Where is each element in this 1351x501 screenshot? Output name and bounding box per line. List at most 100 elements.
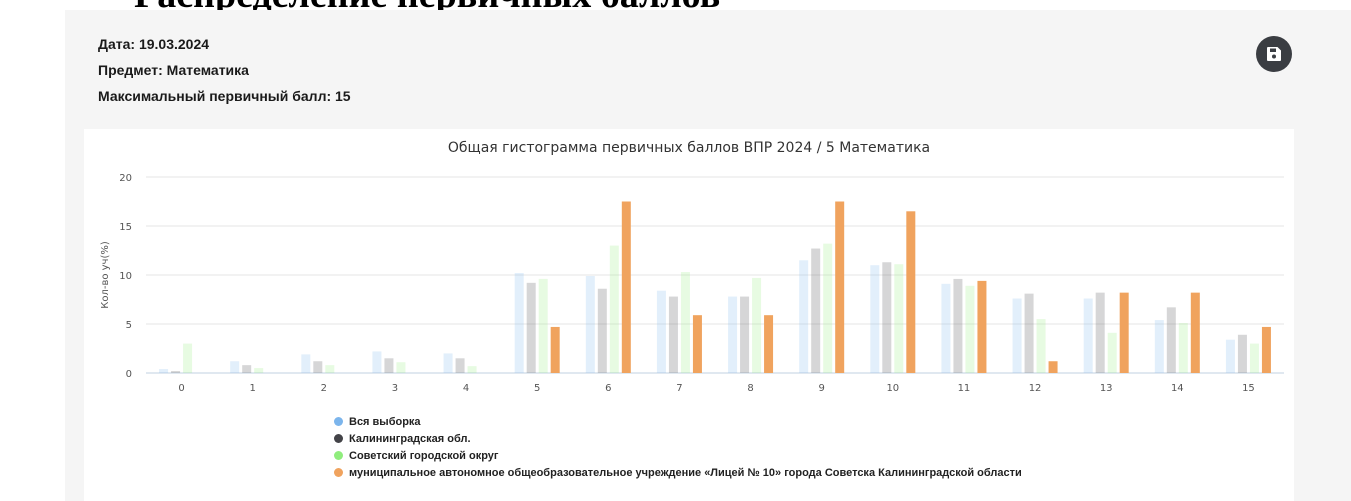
bar[interactable]	[1083, 298, 1093, 373]
x-tick-label: 10	[886, 383, 899, 394]
bar[interactable]	[764, 315, 774, 373]
bar[interactable]	[455, 358, 465, 373]
bar[interactable]	[1107, 332, 1117, 373]
legend-label: Вся выборка	[349, 415, 421, 428]
bar[interactable]	[242, 365, 252, 373]
bar[interactable]	[372, 351, 382, 373]
bar[interactable]	[870, 265, 880, 373]
legend-marker	[334, 451, 343, 460]
save-button[interactable]	[1256, 36, 1292, 72]
bar[interactable]	[668, 296, 678, 373]
max-score-label: Максимальный первичный балл: 15	[98, 88, 351, 104]
bar[interactable]	[550, 326, 560, 373]
x-tick-label: 12	[1029, 383, 1042, 394]
y-tick-label: 0	[126, 369, 132, 380]
x-tick-label: 0	[178, 383, 184, 394]
bar[interactable]	[313, 361, 323, 373]
bar[interactable]	[443, 353, 453, 373]
legend-label: Советский городской округ	[349, 449, 499, 462]
bar[interactable]	[965, 285, 975, 373]
bar[interactable]	[171, 371, 181, 373]
y-tick-label: 20	[119, 173, 132, 184]
bar[interactable]	[1036, 319, 1046, 373]
bar[interactable]	[1190, 292, 1200, 373]
bar[interactable]	[906, 211, 916, 373]
bar[interactable]	[538, 278, 548, 373]
grid-layer: 0 5 10 15 20	[119, 173, 1284, 380]
y-tick-label: 10	[119, 271, 132, 282]
bar[interactable]	[680, 272, 690, 373]
bar[interactable]	[811, 248, 821, 373]
bars-layer	[159, 201, 1271, 374]
legend-item[interactable]: муниципальное автономное общеобразовател…	[334, 464, 1022, 481]
x-tick-label: 4	[463, 383, 469, 394]
legend-marker	[334, 417, 343, 426]
bar[interactable]	[325, 365, 335, 373]
histogram-chart: Общая гистограмма первичных баллов ВПР 2…	[100, 140, 1284, 394]
bar[interactable]	[835, 201, 845, 374]
legend-item[interactable]: Калининградская обл.	[334, 430, 1022, 447]
bar[interactable]	[1178, 323, 1188, 373]
bar[interactable]	[799, 260, 809, 373]
bar[interactable]	[692, 315, 702, 373]
bar[interactable]	[882, 262, 892, 373]
legend-label: Калининградская обл.	[349, 432, 471, 445]
x-tick-label: 6	[605, 383, 611, 394]
legend-item[interactable]: Вся выборка	[334, 413, 1022, 430]
bar[interactable]	[1249, 343, 1259, 373]
x-tick-label: 9	[819, 383, 825, 394]
bar[interactable]	[585, 275, 595, 373]
chart-legend: Вся выборка Калининградская обл. Советский…	[334, 413, 1022, 481]
bar[interactable]	[728, 296, 738, 373]
bar[interactable]	[230, 361, 240, 373]
x-tick-label: 11	[958, 383, 971, 394]
bar[interactable]	[1166, 307, 1176, 373]
x-tick-label: 7	[676, 383, 682, 394]
date-label: Дата: 19.03.2024	[98, 36, 210, 52]
bar[interactable]	[1225, 339, 1235, 373]
bar[interactable]	[467, 366, 477, 373]
bar[interactable]	[396, 362, 406, 373]
x-tick-label: 2	[321, 383, 327, 394]
legend-marker	[334, 434, 343, 443]
bar[interactable]	[894, 264, 904, 373]
bar[interactable]	[977, 280, 987, 373]
bar[interactable]	[1237, 334, 1247, 373]
bar[interactable]	[609, 245, 619, 373]
y-tick-label: 5	[126, 320, 132, 331]
bar[interactable]	[621, 201, 631, 374]
bar[interactable]	[1048, 361, 1058, 373]
x-tick-label: 8	[747, 383, 753, 394]
bar[interactable]	[526, 282, 536, 373]
bar[interactable]	[823, 243, 833, 373]
bar[interactable]	[384, 358, 394, 373]
legend-item[interactable]: Советский городской округ	[334, 447, 1022, 464]
y-tick-label: 15	[119, 222, 132, 233]
bar[interactable]	[254, 368, 264, 373]
bar[interactable]	[183, 343, 193, 373]
bar[interactable]	[1154, 320, 1164, 373]
histogram-card: Общая гистограмма первичных баллов ВПР 2…	[84, 129, 1294, 501]
bar[interactable]	[301, 354, 311, 373]
bar[interactable]	[953, 278, 963, 373]
subject-label: Предмет: Математика	[98, 62, 249, 78]
bar[interactable]	[740, 296, 750, 373]
bar[interactable]	[1012, 298, 1022, 373]
x-tick-label: 3	[392, 383, 398, 394]
bar[interactable]	[752, 277, 762, 373]
x-tick-label: 5	[534, 383, 540, 394]
bar[interactable]	[1024, 293, 1034, 373]
bar[interactable]	[514, 273, 524, 373]
bar[interactable]	[1095, 292, 1105, 373]
bar[interactable]	[1261, 326, 1271, 373]
bar[interactable]	[597, 288, 607, 373]
legend-label: муниципальное автономное общеобразовател…	[349, 466, 1022, 479]
bar[interactable]	[1119, 292, 1129, 373]
bar[interactable]	[159, 369, 169, 373]
bar[interactable]	[656, 290, 666, 373]
floppy-disk-icon	[1267, 47, 1281, 61]
legend-marker	[334, 468, 343, 477]
chart-title: Общая гистограмма первичных баллов ВПР 2…	[448, 140, 930, 156]
bar[interactable]	[941, 283, 951, 373]
x-tick-label: 14	[1171, 383, 1184, 394]
